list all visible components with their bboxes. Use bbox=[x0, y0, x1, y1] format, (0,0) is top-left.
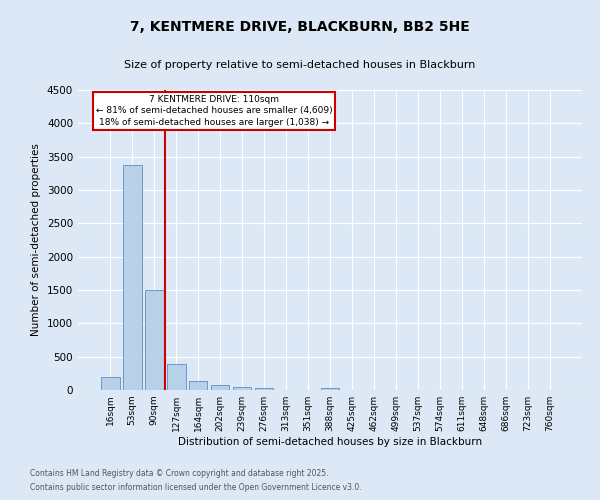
Text: Size of property relative to semi-detached houses in Blackburn: Size of property relative to semi-detach… bbox=[124, 60, 476, 70]
Text: Contains public sector information licensed under the Open Government Licence v3: Contains public sector information licen… bbox=[30, 484, 362, 492]
Text: 7, KENTMERE DRIVE, BLACKBURN, BB2 5HE: 7, KENTMERE DRIVE, BLACKBURN, BB2 5HE bbox=[130, 20, 470, 34]
Bar bbox=[233, 387, 251, 390]
Text: 7 KENTMERE DRIVE: 110sqm
← 81% of semi-detached houses are smaller (4,609)
18% o: 7 KENTMERE DRIVE: 110sqm ← 81% of semi-d… bbox=[96, 94, 332, 127]
Bar bbox=[167, 364, 185, 390]
Bar bbox=[255, 388, 274, 390]
Bar bbox=[101, 376, 119, 390]
Y-axis label: Number of semi-detached properties: Number of semi-detached properties bbox=[31, 144, 41, 336]
Bar bbox=[320, 388, 340, 390]
Bar bbox=[145, 290, 164, 390]
Text: Contains HM Land Registry data © Crown copyright and database right 2025.: Contains HM Land Registry data © Crown c… bbox=[30, 468, 329, 477]
Bar bbox=[211, 384, 229, 390]
Bar bbox=[123, 166, 142, 390]
Bar bbox=[189, 380, 208, 390]
X-axis label: Distribution of semi-detached houses by size in Blackburn: Distribution of semi-detached houses by … bbox=[178, 437, 482, 447]
